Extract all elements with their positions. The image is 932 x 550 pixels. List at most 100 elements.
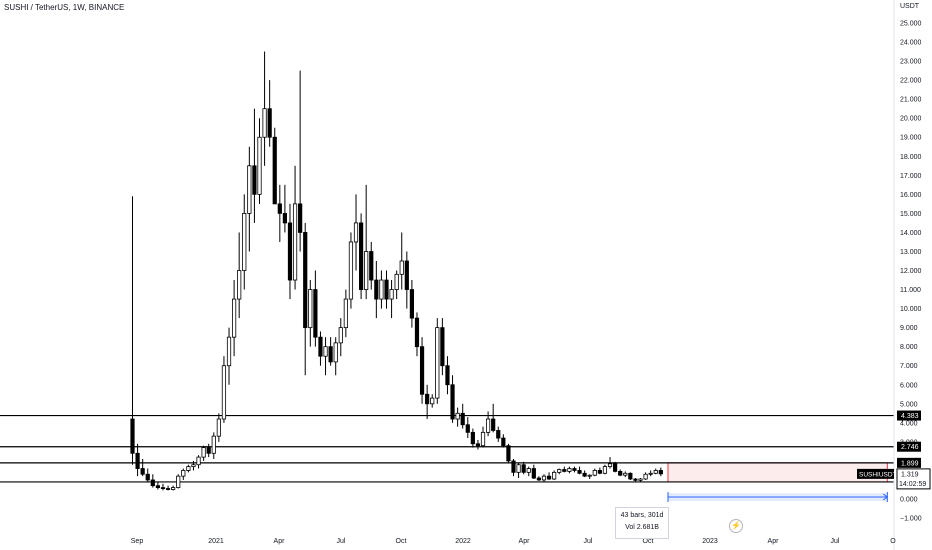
candle-down	[358, 222, 364, 290]
candle-down	[501, 437, 506, 447]
y-tick-label: 20.000	[900, 116, 922, 123]
price-axis[interactable]: 25.000 24.000 23.000 22.000 21.000 20.000 19.0…	[900, 21, 922, 523]
candle-up	[485, 418, 491, 433]
y-tick-label: 6.000	[900, 382, 918, 389]
candle-down	[252, 165, 257, 195]
candle-up	[186, 466, 191, 471]
measure-info-box: 43 bars, 301d Vol 2.681B	[615, 507, 669, 539]
y-tick-label: 15.000	[900, 211, 922, 218]
candle-up	[353, 222, 359, 243]
candle-down	[577, 470, 582, 474]
candle-up	[643, 473, 648, 480]
bar-countdown-label: 14:02:59	[899, 481, 926, 488]
candle-down	[450, 384, 455, 420]
candles-layer	[130, 51, 663, 491]
candle-up	[607, 463, 613, 468]
candle-down	[460, 412, 465, 426]
y-tick-label: 9.000	[900, 325, 918, 332]
candle-up	[242, 212, 247, 271]
x-tick-label: Apr	[768, 538, 780, 545]
y-tick-label: 11.000	[900, 287, 921, 294]
candle-up	[191, 464, 196, 468]
candle-up	[557, 469, 562, 473]
candle-down	[409, 289, 415, 319]
candle-up	[587, 474, 592, 477]
y-tick-label: 25.000	[900, 21, 922, 28]
y-tick-label: 8.000	[900, 344, 918, 351]
candle-up	[171, 487, 176, 490]
candle-up	[338, 327, 343, 344]
candle-down	[298, 203, 303, 233]
candle-down	[562, 469, 567, 472]
candle-down	[145, 473, 150, 481]
candle-down	[470, 431, 475, 445]
candle-up	[226, 336, 232, 367]
y-tick-label: 18.000	[900, 154, 922, 161]
candle-up	[237, 270, 242, 300]
candle-up	[638, 478, 643, 481]
chart-title: SUSHI / TetherUS, 1W, BINANCE	[4, 3, 125, 12]
candle-up	[567, 468, 572, 472]
candle-down	[521, 464, 526, 473]
candle-down	[419, 346, 425, 395]
candle-up	[592, 470, 597, 476]
symbol-name-tag-label: SUSHIUSDT	[859, 471, 897, 478]
x-tick-label: O	[890, 538, 896, 545]
y-tick-label: −1.000	[900, 516, 922, 523]
measured-range-layer	[667, 492, 889, 502]
x-tick-label: Jul	[831, 538, 840, 545]
current-price-tag	[896, 468, 931, 490]
y-tick-label: 12.000	[900, 268, 922, 275]
lightning-icon[interactable]: ⚡	[729, 519, 743, 533]
candle-down	[272, 136, 277, 205]
candle-down	[597, 470, 602, 474]
current-price-label: 1.319	[901, 471, 919, 478]
candle-down	[206, 447, 211, 454]
y-tick-label: 14.000	[900, 230, 922, 237]
x-tick-label: Apr	[274, 538, 286, 545]
candle-up	[211, 435, 216, 454]
level-price-tag-label: 1.899	[901, 460, 919, 467]
candle-down	[465, 424, 470, 433]
y-tick-label: 19.000	[900, 135, 922, 142]
candle-up	[196, 456, 201, 466]
y-tick-label: 0.000	[900, 497, 918, 504]
candle-up	[323, 346, 328, 357]
x-tick-label: Jul	[337, 538, 346, 545]
candle-up	[394, 273, 399, 290]
candle-down	[328, 346, 333, 363]
y-tick-label: 7.000	[900, 363, 918, 370]
candle-down	[445, 365, 450, 386]
candle-up	[176, 475, 181, 488]
candle-down	[546, 475, 552, 480]
time-axis[interactable]: Sep 2021 Apr Jul Oct 2022 Apr Jul Oct 2023 Apr Jul O	[131, 538, 897, 545]
candle-down	[287, 222, 293, 281]
y-tick-label: 23.000	[900, 59, 922, 66]
candle-down	[425, 393, 430, 405]
candle-down	[165, 488, 171, 490]
candle-down	[369, 251, 374, 281]
candle-up	[257, 136, 262, 195]
candle-up	[292, 203, 298, 281]
candle-down	[475, 443, 481, 447]
x-tick-label: 2021	[208, 538, 224, 545]
candle-down	[130, 418, 135, 454]
measure-volume-text: Vol 2.681B	[625, 524, 659, 531]
candle-up	[221, 365, 227, 420]
level-price-tag-label: 2.746	[901, 444, 919, 451]
y-tick-label: 16.000	[900, 192, 922, 199]
price-tags-layer: 4.3832.7461.8990.895SUSHIUSDT1.31914:02:…	[857, 410, 931, 490]
candle-down	[267, 108, 272, 138]
x-tick-label: Apr	[519, 538, 531, 545]
candle-down	[628, 472, 633, 480]
level-price-tag	[897, 410, 921, 421]
candle-down	[496, 430, 501, 439]
candle-up	[201, 447, 206, 458]
candle-down	[277, 203, 282, 214]
candle-up	[348, 241, 354, 300]
candle-up	[343, 298, 348, 329]
x-tick-label: Oct	[396, 538, 407, 545]
candle-down	[374, 279, 379, 300]
